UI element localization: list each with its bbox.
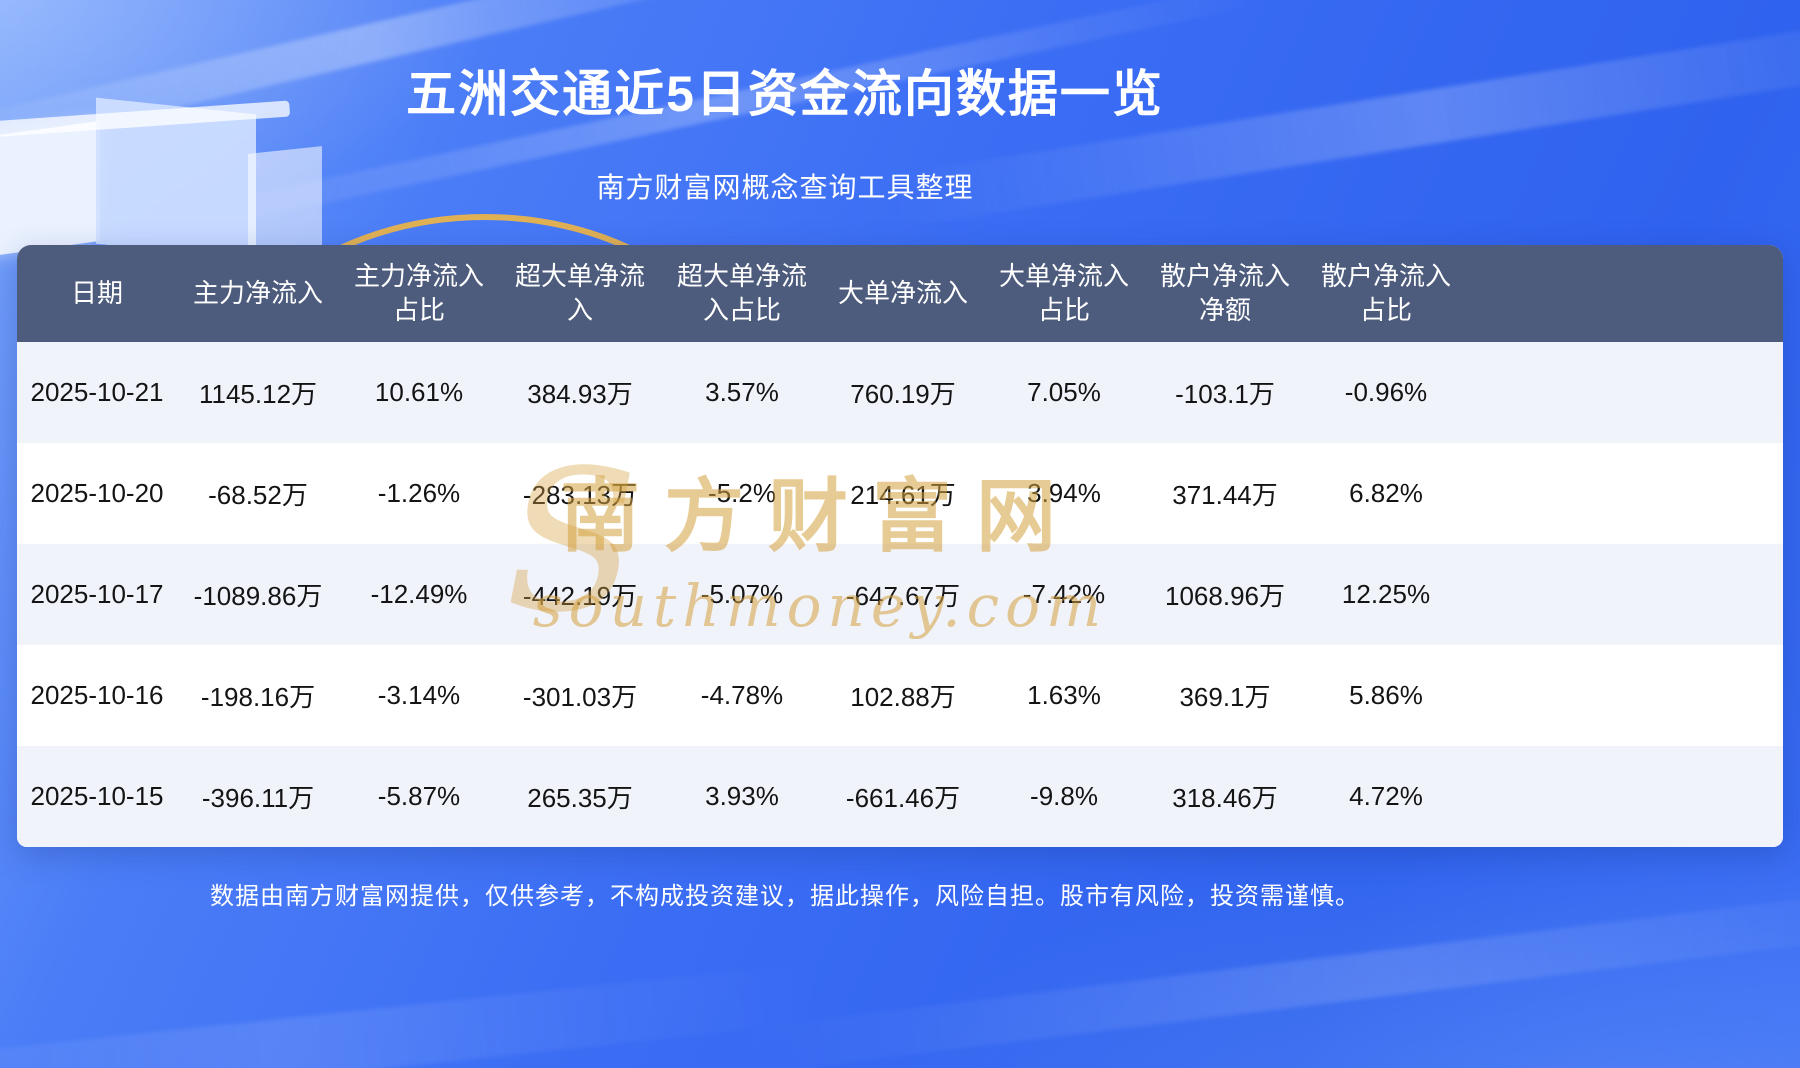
value-cell: -1089.86万 bbox=[177, 544, 339, 645]
column-header: 日期 bbox=[17, 245, 177, 342]
empty-cell bbox=[1467, 544, 1783, 645]
date-cell: 2025-10-17 bbox=[17, 544, 177, 645]
table-row: 2025-10-17 -1089.86万 -12.49% -442.19万 -5.07%… bbox=[17, 544, 1783, 645]
value-cell: 10.61% bbox=[339, 342, 499, 443]
value-cell: -647.67万 bbox=[823, 544, 983, 645]
page-title: 五洲交通近5日资金流向数据一览 bbox=[406, 66, 1164, 122]
fund-flow-table-container: 日期 主力净流入 主力净流入 占比 超大单净流 入超大单净流 入占比 大单净流入 大单净流… bbox=[17, 245, 1783, 847]
column-header: 大单净流入 bbox=[823, 245, 983, 342]
value-cell: 369.1万 bbox=[1145, 645, 1305, 746]
value-cell: -5.87% bbox=[339, 746, 499, 847]
value-cell: 3.94% bbox=[983, 443, 1145, 544]
decor-light-beam bbox=[0, 960, 841, 1068]
value-cell: -442.19万 bbox=[499, 544, 661, 645]
date-cell: 2025-10-16 bbox=[17, 645, 177, 746]
column-header: 主力净流入 bbox=[177, 245, 339, 342]
table-header-row: 日期 主力净流入 主力净流入 占比 超大单净流 入超大单净流 入占比 大单净流入 大单净流… bbox=[17, 245, 1783, 342]
value-cell: -1.26% bbox=[339, 443, 499, 544]
value-cell: 1145.12万 bbox=[177, 342, 339, 443]
empty-cell bbox=[1467, 746, 1783, 847]
value-cell: 1.63% bbox=[983, 645, 1145, 746]
value-cell: -198.16万 bbox=[177, 645, 339, 746]
column-header-filler bbox=[1467, 245, 1783, 342]
decor-gold-arc bbox=[205, 214, 765, 644]
value-cell: -5.2% bbox=[661, 443, 823, 544]
table-row: 2025-10-20 -68.52万 -1.26% -283.13万 -5.2% 214.… bbox=[17, 443, 1783, 544]
date-cell: 2025-10-21 bbox=[17, 342, 177, 443]
column-header: 散户净流入 占比 bbox=[1305, 245, 1467, 342]
table-body: 2025-10-21 1145.12万 10.61% 384.93万 3.57% 760.… bbox=[17, 342, 1783, 847]
value-cell: 102.88万 bbox=[823, 645, 983, 746]
value-cell: 7.05% bbox=[983, 342, 1145, 443]
column-header: 主力净流入 占比 bbox=[339, 245, 499, 342]
table-row: 2025-10-15 -396.11万 -5.87% 265.35万 3.93% -661… bbox=[17, 746, 1783, 847]
table-row: 2025-10-16 -198.16万 -3.14% -301.03万 -4.78% 10… bbox=[17, 645, 1783, 746]
value-cell: 760.19万 bbox=[823, 342, 983, 443]
value-cell: -4.78% bbox=[661, 645, 823, 746]
date-cell: 2025-10-15 bbox=[17, 746, 177, 847]
empty-cell bbox=[1467, 645, 1783, 746]
value-cell: 371.44万 bbox=[1145, 443, 1305, 544]
value-cell: 1068.96万 bbox=[1145, 544, 1305, 645]
value-cell: 12.25% bbox=[1305, 544, 1467, 645]
column-header: 超大单净流 入 bbox=[499, 245, 661, 342]
column-header: 大单净流入 占比 bbox=[983, 245, 1145, 342]
empty-cell bbox=[1467, 342, 1783, 443]
table-row: 2025-10-21 1145.12万 10.61% 384.93万 3.57% 760.… bbox=[17, 342, 1783, 443]
column-header: 散户净流入 净额 bbox=[1145, 245, 1305, 342]
page-subtitle: 南方财富网概念查询工具整理 bbox=[596, 172, 974, 203]
value-cell: -68.52万 bbox=[177, 443, 339, 544]
value-cell: 318.46万 bbox=[1145, 746, 1305, 847]
footer-disclaimer: 数据由南方财富网提供，仅供参考，不构成投资建议，据此操作，风险自担。股市有风险，… bbox=[210, 883, 1360, 910]
header-block: 五洲交通近5日资金流向数据一览 南方财富网概念查询工具整理 bbox=[0, 0, 1570, 206]
date-cell: 2025-10-20 bbox=[17, 443, 177, 544]
value-cell: -396.11万 bbox=[177, 746, 339, 847]
value-cell: 6.82% bbox=[1305, 443, 1467, 544]
value-cell: 5.86% bbox=[1305, 645, 1467, 746]
value-cell: 4.72% bbox=[1305, 746, 1467, 847]
value-cell: -3.14% bbox=[339, 645, 499, 746]
fund-flow-table: 日期 主力净流入 主力净流入 占比 超大单净流 入超大单净流 入占比 大单净流入 大单净流… bbox=[17, 245, 1783, 847]
value-cell: 3.57% bbox=[661, 342, 823, 443]
value-cell: 384.93万 bbox=[499, 342, 661, 443]
value-cell: -7.42% bbox=[983, 544, 1145, 645]
value-cell: -301.03万 bbox=[499, 645, 661, 746]
value-cell: 214.61万 bbox=[823, 443, 983, 544]
value-cell: -283.13万 bbox=[499, 443, 661, 544]
column-header: 超大单净流 入占比 bbox=[661, 245, 823, 342]
value-cell: 265.35万 bbox=[499, 746, 661, 847]
value-cell: -0.96% bbox=[1305, 342, 1467, 443]
value-cell: -12.49% bbox=[339, 544, 499, 645]
value-cell: -9.8% bbox=[983, 746, 1145, 847]
value-cell: -103.1万 bbox=[1145, 342, 1305, 443]
value-cell: -5.07% bbox=[661, 544, 823, 645]
value-cell: -661.46万 bbox=[823, 746, 983, 847]
empty-cell bbox=[1467, 443, 1783, 544]
value-cell: 3.93% bbox=[661, 746, 823, 847]
